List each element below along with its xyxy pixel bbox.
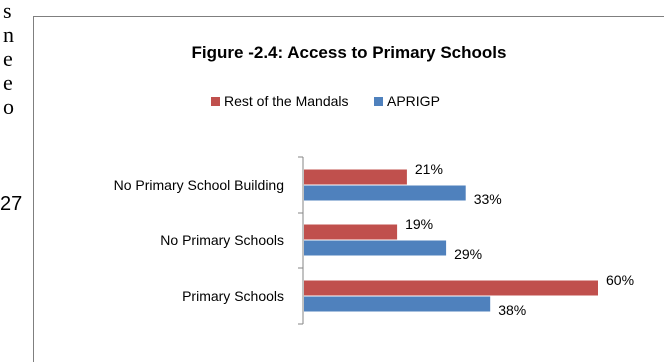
data-label: 19% [405, 216, 433, 232]
data-label: 60% [606, 272, 634, 288]
bar-aprigp [304, 240, 447, 256]
bar-chart: Figure -2.4: Access to Primary Schools R… [114, 43, 634, 325]
legend-swatch-rest [211, 97, 220, 106]
legend-swatch-aprigp [374, 97, 383, 106]
bar-aprigp [304, 296, 491, 312]
background-document-text: s n e e o 27 [0, 0, 34, 343]
legend-label-rest: Rest of the Mandals [224, 93, 349, 109]
bar-aprigp [304, 185, 466, 201]
data-label: 29% [454, 246, 482, 262]
plot-area: No Primary School Building 21% 33% No Prima… [114, 156, 634, 325]
chart-title: Figure -2.4: Access to Primary Schools [192, 43, 507, 62]
background-page-number: 27 [0, 193, 23, 215]
bar-rest-of-the-mandals [304, 280, 598, 296]
background-text-fragment: s [3, 0, 12, 23]
bar-rest-of-the-mandals [304, 224, 398, 240]
background-text-fragment: o [3, 94, 14, 119]
legend-label-aprigp: APRIGP [387, 93, 440, 109]
data-label: 38% [498, 302, 526, 318]
bar-rest-of-the-mandals [304, 169, 407, 185]
category-label: No Primary Schools [160, 232, 284, 248]
background-text-fragment: e [3, 70, 13, 95]
data-label: 33% [474, 191, 502, 207]
background-text-fragment: e [3, 46, 13, 71]
background-text-fragment: n [3, 22, 14, 47]
category-label: No Primary School Building [114, 177, 284, 193]
category-label: Primary Schools [182, 288, 284, 304]
data-label: 21% [415, 161, 443, 177]
legend: Rest of the Mandals APRIGP [211, 93, 440, 109]
